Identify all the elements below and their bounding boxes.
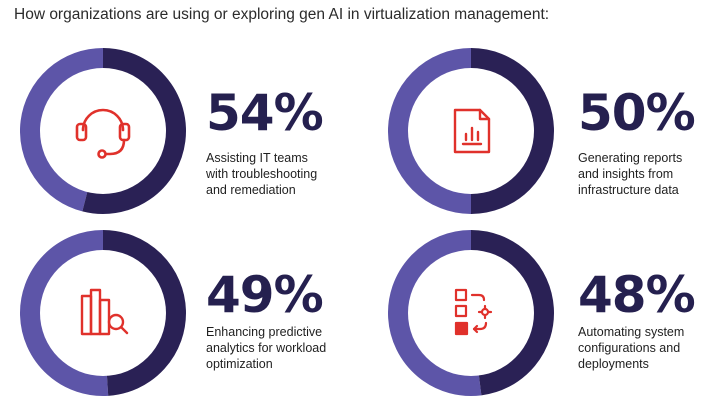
description-line: infrastructure data xyxy=(578,183,679,197)
description-line: and insights from xyxy=(578,167,674,181)
percent-value: 49% xyxy=(206,266,324,324)
donut-chart xyxy=(388,48,554,214)
page-title: How organizations are using or exploring… xyxy=(14,6,550,23)
donut-inner-circle xyxy=(408,250,534,376)
description-line: deployments xyxy=(578,357,649,371)
description: Generating reports and insights from inf… xyxy=(578,150,720,198)
percent-value: 48% xyxy=(578,266,696,324)
donut-chart xyxy=(388,230,554,396)
description: Assisting IT teams with troubleshooting … xyxy=(206,150,356,198)
description-line: with troubleshooting xyxy=(206,167,318,181)
stat-predictive-analytics: 49% Enhancing predictive analytics for w… xyxy=(20,230,360,410)
description: Enhancing predictive analytics for workl… xyxy=(206,324,356,372)
stat-automation: 48% Automating system configurations and… xyxy=(388,230,720,410)
description-line: Enhancing predictive xyxy=(206,325,323,339)
stat-troubleshooting: 54% Assisting IT teams with troubleshoot… xyxy=(20,48,360,228)
donut-inner-circle xyxy=(40,68,166,194)
percent-value: 54% xyxy=(206,84,324,142)
description-line: configurations and xyxy=(578,341,681,355)
analytics-magnifier-icon xyxy=(80,288,129,336)
donut-inner-circle xyxy=(40,250,166,376)
stat-reports: 50% Generating reports and insights from… xyxy=(388,48,720,228)
description-line: optimization xyxy=(206,357,273,371)
description-line: Assisting IT teams xyxy=(206,151,308,165)
percent-value: 50% xyxy=(578,84,696,142)
description-line: and remediation xyxy=(206,183,296,197)
report-document-icon xyxy=(453,108,491,154)
donut-chart xyxy=(20,230,186,396)
description-line: Automating system xyxy=(578,325,685,339)
description: Automating system configurations and dep… xyxy=(578,324,720,372)
automation-icon xyxy=(454,288,493,336)
description-line: analytics for workload xyxy=(206,341,327,355)
description-line: Generating reports xyxy=(578,151,683,165)
donut-remainder-arc xyxy=(20,48,104,212)
donut-chart xyxy=(20,48,186,214)
headset-icon xyxy=(75,108,131,159)
